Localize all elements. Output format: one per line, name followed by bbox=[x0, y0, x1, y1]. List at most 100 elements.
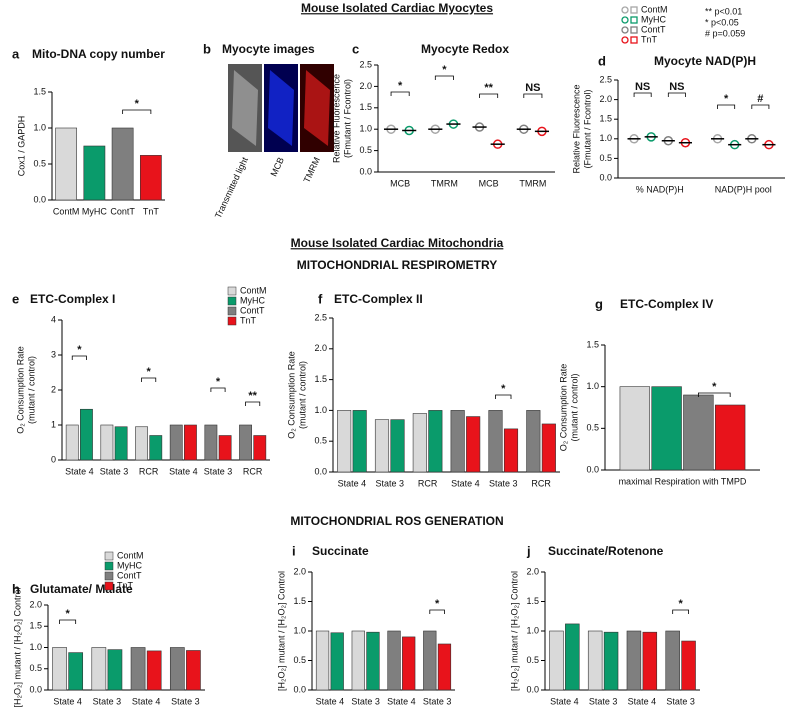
significance-bracket bbox=[717, 104, 736, 109]
y-tick-label: 3 bbox=[51, 349, 56, 359]
legend-marker bbox=[630, 6, 638, 14]
x-tick-label: State 3 bbox=[171, 696, 200, 706]
significance-bracket bbox=[697, 392, 731, 397]
bar bbox=[402, 636, 416, 691]
bar bbox=[681, 640, 696, 691]
significance-mark: * bbox=[442, 64, 447, 76]
bar bbox=[149, 435, 163, 461]
significance-bracket bbox=[390, 91, 410, 96]
y-tick-label: 2.0 bbox=[29, 599, 42, 609]
significance-bracket bbox=[523, 93, 543, 98]
panel-title: ETC-Complex II bbox=[334, 292, 423, 306]
y-tick-label: 2.0 bbox=[526, 566, 539, 576]
bar bbox=[352, 410, 367, 473]
bar bbox=[80, 408, 93, 461]
significance-mark: NS bbox=[525, 82, 540, 94]
x-tick-label: RCR bbox=[418, 478, 438, 488]
x-tick-label: State 4 bbox=[628, 696, 657, 706]
bar bbox=[587, 630, 603, 691]
y-tick-label: 0.0 bbox=[586, 464, 599, 474]
bar bbox=[100, 424, 114, 461]
significance-bracket bbox=[667, 92, 686, 97]
legend-label: MyHC bbox=[641, 14, 666, 24]
bar bbox=[549, 630, 564, 691]
y-axis-label: (Fmutant / Fcontrol) bbox=[582, 89, 592, 168]
y-axis-label: [H₂O₂] mutant / [H₂O₂] Control bbox=[276, 571, 286, 691]
legend-swatch bbox=[227, 296, 237, 306]
significance-mark: * bbox=[65, 608, 70, 620]
y-tick-label: 4 bbox=[51, 314, 56, 324]
significance-mark: * bbox=[77, 344, 82, 356]
y-axis-label: O₂ Consumption Rate bbox=[15, 346, 25, 434]
cell-shape bbox=[232, 70, 258, 146]
panel-title: ETC-Complex I bbox=[30, 292, 115, 306]
y-axis-label: Relative Fluorescence bbox=[571, 84, 581, 173]
bar bbox=[683, 394, 714, 471]
y-tick-label: 2 bbox=[51, 384, 56, 394]
y-tick-label: 1.5 bbox=[29, 621, 42, 631]
x-tick-label: State 4 bbox=[387, 696, 416, 706]
legend-marker bbox=[621, 36, 629, 44]
legend-label: ContT bbox=[117, 570, 142, 580]
bar bbox=[55, 127, 78, 201]
significance-mark: ** bbox=[484, 82, 493, 94]
legend-swatch bbox=[104, 561, 114, 571]
y-tick-label: 1.5 bbox=[293, 596, 306, 606]
legend-label: ContT bbox=[641, 24, 666, 34]
significance-note: * p<0.05 bbox=[705, 17, 739, 27]
panel-title: ETC-Complex IV bbox=[620, 297, 713, 311]
y-tick-label: 1.0 bbox=[33, 122, 46, 132]
y-axis-label: [H₂O₂] mutant / [H₂O₂] Control bbox=[509, 571, 519, 691]
bar bbox=[186, 650, 201, 691]
significance-bracket bbox=[59, 619, 77, 624]
x-tick-label: State 4 bbox=[316, 696, 345, 706]
y-axis-label: (mutant / control) bbox=[569, 373, 579, 441]
y-tick-label: 1.0 bbox=[293, 625, 306, 635]
y-tick-label: 0.0 bbox=[314, 466, 327, 476]
significance-mark: * bbox=[398, 80, 403, 92]
bar bbox=[450, 410, 465, 473]
legend-swatch bbox=[104, 571, 114, 581]
y-tick-label: 0.5 bbox=[526, 655, 539, 665]
y-tick-label: 2.5 bbox=[359, 59, 372, 69]
y-tick-label: 2.0 bbox=[293, 566, 306, 576]
panel-letter: a bbox=[12, 46, 20, 61]
bar bbox=[330, 632, 344, 691]
y-tick-label: 1.5 bbox=[599, 114, 612, 124]
legend-marker bbox=[621, 16, 629, 24]
bar bbox=[83, 145, 106, 201]
cell-shape bbox=[268, 70, 294, 146]
bar bbox=[107, 649, 123, 691]
bar bbox=[253, 435, 267, 461]
y-axis-label: O₂ Consumption Rate bbox=[558, 364, 568, 452]
bar bbox=[114, 426, 128, 461]
y-tick-label: 0 bbox=[51, 454, 56, 464]
y-tick-label: 1.5 bbox=[33, 86, 46, 96]
y-axis-label: (Fmutant / Fcontrol) bbox=[342, 79, 352, 158]
significance-mark: * bbox=[712, 381, 717, 393]
panel-letter: j bbox=[526, 543, 531, 558]
x-tick-label: State 3 bbox=[375, 478, 404, 488]
panel-title: Mito-DNA copy number bbox=[32, 47, 165, 61]
bar bbox=[204, 424, 218, 461]
y-axis-label: (mutant / control) bbox=[297, 361, 307, 429]
significance-mark: * bbox=[216, 376, 221, 388]
bar bbox=[565, 623, 580, 691]
bar bbox=[412, 413, 427, 473]
bar bbox=[135, 426, 148, 461]
x-tick-label: State 3 bbox=[93, 696, 122, 706]
y-tick-label: 1.0 bbox=[586, 381, 599, 391]
image-label: Transmitted light bbox=[213, 155, 250, 220]
bar bbox=[139, 155, 162, 201]
bar bbox=[651, 386, 682, 471]
y-axis-label: [H₂O₂] mutant / [H₂O₂] Control bbox=[12, 587, 22, 707]
x-tick-label: State 3 bbox=[100, 466, 129, 476]
y-tick-label: 0.5 bbox=[314, 436, 327, 446]
bar bbox=[503, 428, 519, 473]
y-tick-label: 0.5 bbox=[599, 153, 612, 163]
x-tick-label: State 3 bbox=[351, 696, 380, 706]
y-tick-label: 0.0 bbox=[29, 684, 42, 694]
significance-mark: * bbox=[501, 383, 506, 395]
bar bbox=[130, 647, 146, 691]
y-axis-label: (mutant / control) bbox=[26, 356, 36, 424]
